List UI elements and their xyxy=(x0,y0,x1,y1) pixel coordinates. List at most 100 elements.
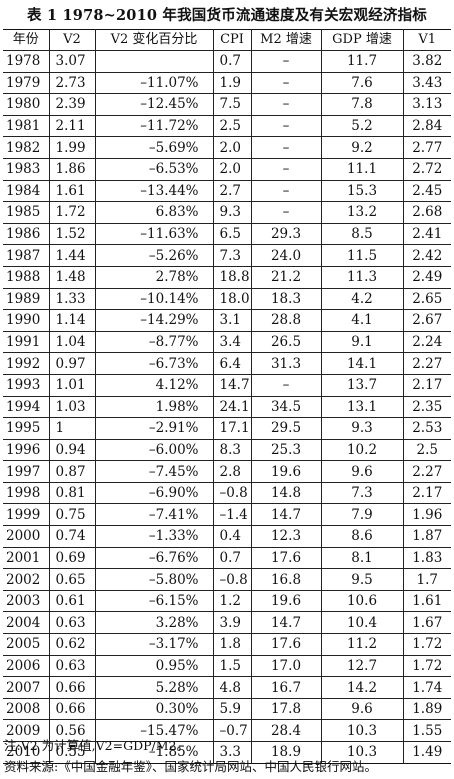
v2-cell: 1.99 xyxy=(49,136,96,159)
cpi-cell: –0.8 xyxy=(213,568,252,591)
gdp-growth-cell: 14.1 xyxy=(321,352,404,375)
table-row: 1992 0.97 –6.73% 6.4 31.3 14.1 2.27 xyxy=(3,352,451,375)
v2-cell: 2.39 xyxy=(49,93,96,116)
m2-growth-cell: 14.7 xyxy=(251,503,322,526)
v1-cell: 2.41 xyxy=(412,226,443,243)
year-cell: 1998 xyxy=(3,482,50,504)
v2-cell: 0.87 xyxy=(49,460,96,483)
cpi-cell: 1.5 xyxy=(213,655,252,677)
gdp-growth-cell: 13.2 xyxy=(321,201,404,224)
gdp-growth-cell: 10.4 xyxy=(321,611,404,634)
v2-change-cell: –8.77% xyxy=(95,331,214,353)
v2-change-cell: –6.15% xyxy=(95,590,214,612)
cpi-cell: 4.8 xyxy=(213,676,252,699)
m2-growth-cell: 31.3 xyxy=(251,352,322,375)
gdp-growth-cell: 9.2 xyxy=(321,136,404,159)
v1-cell: 2.65 xyxy=(412,290,443,307)
v2-change-cell: 1.98% xyxy=(95,396,214,418)
v1-cell: 2.5 xyxy=(416,441,438,458)
year-cell: 1980 xyxy=(3,93,50,116)
m2-growth-cell: 16.8 xyxy=(251,568,322,591)
gdp-growth-cell: 9.3 xyxy=(321,417,404,440)
v1-cell: 2.49 xyxy=(412,269,443,286)
gdp-growth-cell: 14.2 xyxy=(321,676,404,699)
v2-cell: 0.66 xyxy=(49,676,96,699)
table-row: 1996 0.94 –6.00% 8.3 25.3 10.2 2.5 xyxy=(3,439,451,461)
gdp-growth-cell: 7.6 xyxy=(321,72,404,94)
data-source-note: 资料来源:《中国金融年鉴》、国家统计局网站、中国人民银行网站。 xyxy=(4,759,377,774)
table-title: 表 1 1978~2010 年我国货币流通速度及有关宏观经济指标 xyxy=(27,7,427,24)
cpi-cell: 2.7 xyxy=(213,180,252,202)
cpi-cell: 7.3 xyxy=(213,244,252,267)
v1-cell: 2.45 xyxy=(412,182,443,199)
year-cell: 2008 xyxy=(3,698,50,720)
v1-cell: 2.67 xyxy=(412,312,443,329)
gdp-growth-cell: 4.2 xyxy=(321,288,404,310)
gdp-growth-cell: 11.7 xyxy=(321,50,404,73)
v1-cell: 1.7 xyxy=(416,571,438,588)
v1-cell: 2.84 xyxy=(412,118,443,135)
m2-growth-cell: 17.6 xyxy=(251,633,322,656)
v2-change-cell: 3.28% xyxy=(95,611,214,634)
v2-cell: 0.75 xyxy=(49,503,96,526)
v2-change-cell: 2.78% xyxy=(95,266,214,289)
col-header-v1: V1 xyxy=(418,32,437,47)
cpi-cell: 1.9 xyxy=(213,72,252,94)
m2-growth-cell: – xyxy=(251,158,322,181)
cpi-cell: 6.4 xyxy=(213,352,252,375)
cpi-cell: 7.5 xyxy=(213,93,252,116)
m2-growth-cell: – xyxy=(251,180,322,202)
m2-growth-cell: 28.4 xyxy=(251,719,322,742)
year-cell: 1982 xyxy=(3,136,50,159)
v2-change-cell: –11.07% xyxy=(95,72,214,94)
year-cell: 1993 xyxy=(3,374,50,396)
gdp-growth-cell: 10.2 xyxy=(321,439,404,461)
v2-change-cell: 6.83% xyxy=(95,201,214,224)
v2-change-cell: 5.28% xyxy=(95,676,214,699)
table-row: 1991 1.04 –8.77% 3.4 26.5 9.1 2.24 xyxy=(3,331,451,353)
table-row: 1979 2.73 –11.07% 1.9–7.6 3.43 xyxy=(3,72,451,94)
cpi-cell: 3.9 xyxy=(213,611,252,634)
v2-cell: 1.61 xyxy=(49,180,96,202)
v2-cell: 0.74 xyxy=(49,525,96,548)
year-cell: 1986 xyxy=(3,223,50,245)
v2-cell: 0.69 xyxy=(49,547,96,569)
v2-cell: 1.44 xyxy=(49,244,96,267)
table-row: 2008 0.66 0.30% 5.9 17.8 9.6 1.89 xyxy=(3,698,451,720)
v2-cell: 0.97 xyxy=(49,352,96,375)
v2-change-cell: –6.76% xyxy=(95,547,214,569)
year-cell: 2006 xyxy=(3,655,50,677)
m2-growth-cell: – xyxy=(251,201,322,224)
m2-growth-cell: 19.6 xyxy=(251,460,322,483)
v1-cell: 2.35 xyxy=(412,398,443,415)
cpi-cell: 8.3 xyxy=(213,439,252,461)
v1-cell: 1.49 xyxy=(412,744,443,761)
table-row: 1985 1.72 6.83% 9.3–13.2 2.68 xyxy=(3,201,451,224)
col-header-gdp-growth: GDP 增速 xyxy=(321,29,404,51)
col-header-v2: V2 xyxy=(49,29,96,51)
v1-cell: 3.82 xyxy=(412,53,443,70)
gdp-growth-cell: 11.3 xyxy=(321,266,404,289)
gdp-growth-cell: 10.3 xyxy=(321,741,404,764)
m2-growth-cell: 21.2 xyxy=(251,266,322,289)
table-row: 1978 3.07 0.7–11.7 3.82 xyxy=(3,50,451,73)
v2-change-cell: –15.47% xyxy=(95,719,214,742)
v1-cell: 1.96 xyxy=(412,506,443,523)
year-cell: 1983 xyxy=(3,158,50,181)
v2-change-cell: –11.63% xyxy=(95,223,214,245)
col-header-m2-growth: M2 增速 xyxy=(251,29,322,51)
table-row: 1982 1.99 –5.69% 2.0–9.2 2.77 xyxy=(3,136,451,159)
col-header-v2-change: V2 变化百分比 xyxy=(95,29,214,51)
m2-growth-cell: 29.5 xyxy=(251,417,322,440)
table-row: 1989 1.33 –10.14% 18.0 18.3 4.2 2.65 xyxy=(3,288,451,310)
cpi-cell: 9.3 xyxy=(213,201,252,224)
v1-cell: 2.53 xyxy=(412,420,443,437)
m2-growth-cell: – xyxy=(251,50,322,73)
v2-cell: 1.03 xyxy=(49,396,96,418)
gdp-growth-cell: 10.3 xyxy=(321,719,404,742)
cpi-cell: 3.1 xyxy=(213,309,252,332)
year-cell: 1991 xyxy=(3,331,50,353)
m2-growth-cell: 28.8 xyxy=(251,309,322,332)
gdp-growth-cell: 7.3 xyxy=(321,482,404,504)
year-cell: 2009 xyxy=(3,719,50,742)
